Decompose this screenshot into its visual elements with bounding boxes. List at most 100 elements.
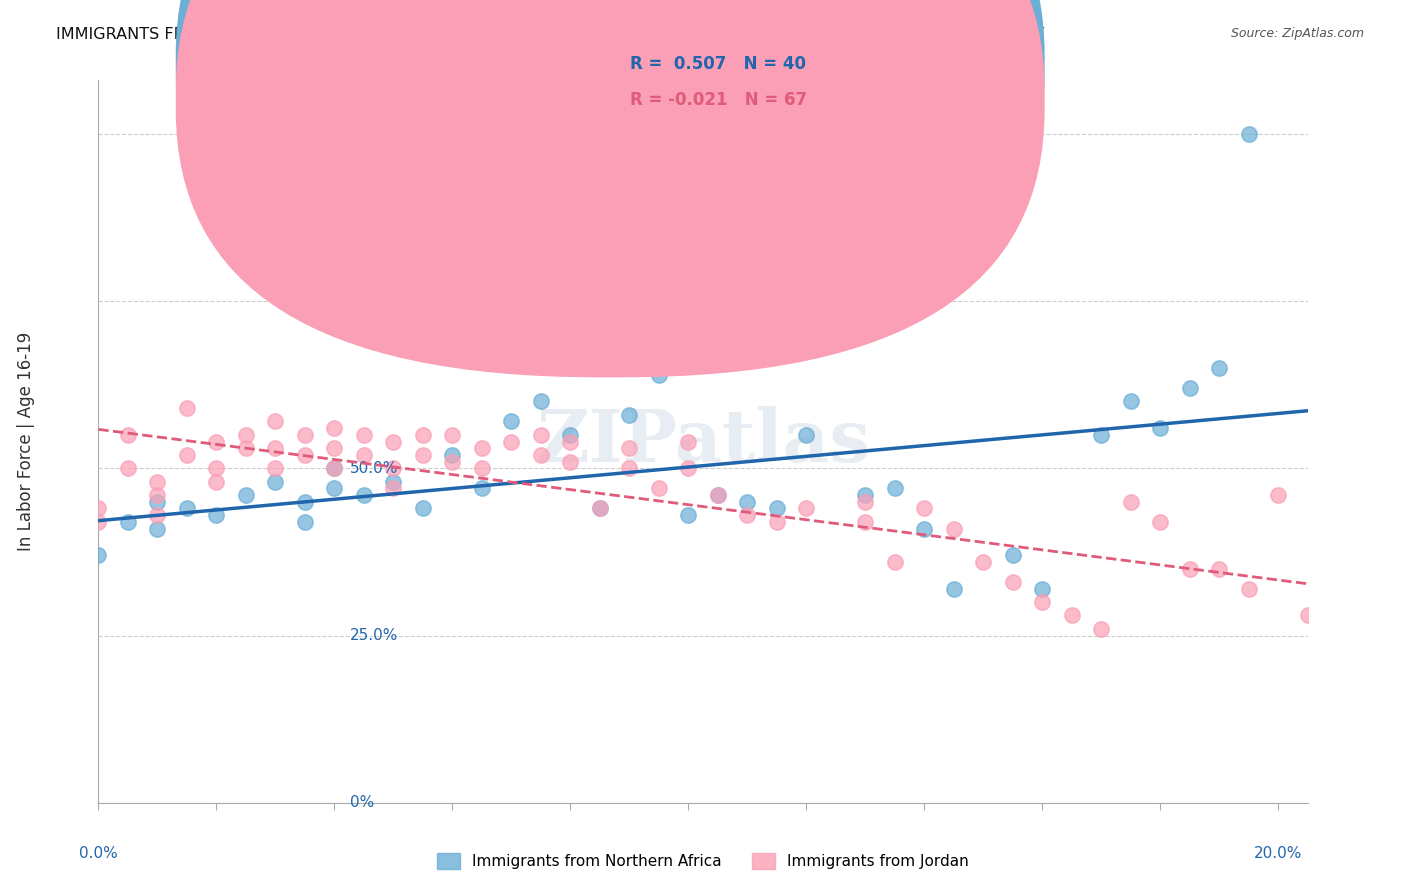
Point: [1296, 608, 1319, 623]
Point: [883, 482, 905, 496]
Text: 0.0%: 0.0%: [79, 847, 118, 861]
Point: [235, 427, 257, 442]
Point: [176, 448, 198, 462]
Point: [117, 515, 139, 529]
Point: [146, 508, 169, 523]
Point: [353, 427, 375, 442]
Point: [1031, 582, 1053, 596]
Point: [382, 482, 405, 496]
Point: [382, 461, 405, 475]
Point: [146, 521, 169, 535]
Text: 20.0%: 20.0%: [1254, 847, 1302, 861]
Point: [942, 582, 965, 596]
Point: [1119, 394, 1142, 409]
Point: [412, 427, 434, 442]
Point: [205, 434, 228, 449]
Point: [1001, 575, 1024, 590]
Point: [1090, 622, 1112, 636]
Point: [1237, 582, 1260, 596]
Text: 100.0%: 100.0%: [350, 127, 408, 141]
Legend: Immigrants from Northern Africa, Immigrants from Jordan: Immigrants from Northern Africa, Immigra…: [430, 847, 976, 875]
Point: [264, 475, 287, 489]
Point: [205, 461, 228, 475]
Point: [853, 494, 876, 508]
Point: [264, 461, 287, 475]
Text: 25.0%: 25.0%: [350, 628, 398, 643]
Point: [146, 488, 169, 502]
Point: [87, 515, 110, 529]
Point: [1208, 361, 1230, 376]
Point: [912, 501, 935, 516]
Point: [323, 421, 346, 435]
Point: [471, 461, 494, 475]
Point: [706, 488, 728, 502]
Point: [765, 501, 787, 516]
Point: [1031, 595, 1053, 609]
Point: [589, 501, 612, 516]
Point: [117, 461, 139, 475]
Point: [678, 508, 700, 523]
Point: [471, 482, 494, 496]
Point: [176, 401, 198, 416]
Point: [353, 488, 375, 502]
Text: IMMIGRANTS FROM NORTHERN AFRICA VS IMMIGRANTS FROM JORDAN IN LABOR FORCE | AGE 1: IMMIGRANTS FROM NORTHERN AFRICA VS IMMIG…: [56, 27, 1045, 43]
Point: [678, 461, 700, 475]
Point: [942, 521, 965, 535]
Point: [1326, 622, 1348, 636]
Point: [353, 448, 375, 462]
Point: [1001, 548, 1024, 563]
Point: [912, 521, 935, 535]
Point: [706, 488, 728, 502]
Point: [619, 408, 641, 422]
Point: [883, 555, 905, 569]
Text: ZIPatlas: ZIPatlas: [536, 406, 870, 477]
Point: [294, 448, 316, 462]
Point: [1178, 381, 1201, 395]
Point: [560, 455, 582, 469]
Point: [323, 461, 346, 475]
Point: [1208, 562, 1230, 576]
Point: [441, 427, 464, 442]
Point: [560, 427, 582, 442]
Point: [264, 414, 287, 429]
Point: [294, 494, 316, 508]
Point: [501, 434, 523, 449]
Point: [794, 427, 817, 442]
Text: R = -0.021   N = 67: R = -0.021 N = 67: [630, 91, 807, 109]
Point: [146, 494, 169, 508]
Point: [530, 448, 553, 462]
Point: [205, 475, 228, 489]
Point: [765, 515, 787, 529]
Point: [412, 448, 434, 462]
Point: [471, 442, 494, 455]
Point: [530, 427, 553, 442]
Point: [1355, 715, 1378, 730]
Point: [1149, 515, 1171, 529]
Point: [1267, 488, 1289, 502]
Point: [648, 482, 671, 496]
Point: [1090, 427, 1112, 442]
Point: [205, 508, 228, 523]
Point: [1060, 608, 1083, 623]
Point: [619, 461, 641, 475]
Point: [382, 475, 405, 489]
Point: [735, 508, 758, 523]
Point: [560, 434, 582, 449]
Point: [412, 501, 434, 516]
Point: [87, 548, 110, 563]
Point: [117, 427, 139, 442]
Point: [530, 394, 553, 409]
Point: [87, 501, 110, 516]
Point: [589, 501, 612, 516]
Point: [972, 555, 994, 569]
Point: [735, 494, 758, 508]
Point: [264, 442, 287, 455]
Point: [441, 455, 464, 469]
Point: [678, 434, 700, 449]
Point: [441, 448, 464, 462]
Point: [146, 475, 169, 489]
Point: [1149, 421, 1171, 435]
Point: [323, 482, 346, 496]
Point: [1237, 127, 1260, 141]
Point: [619, 442, 641, 455]
